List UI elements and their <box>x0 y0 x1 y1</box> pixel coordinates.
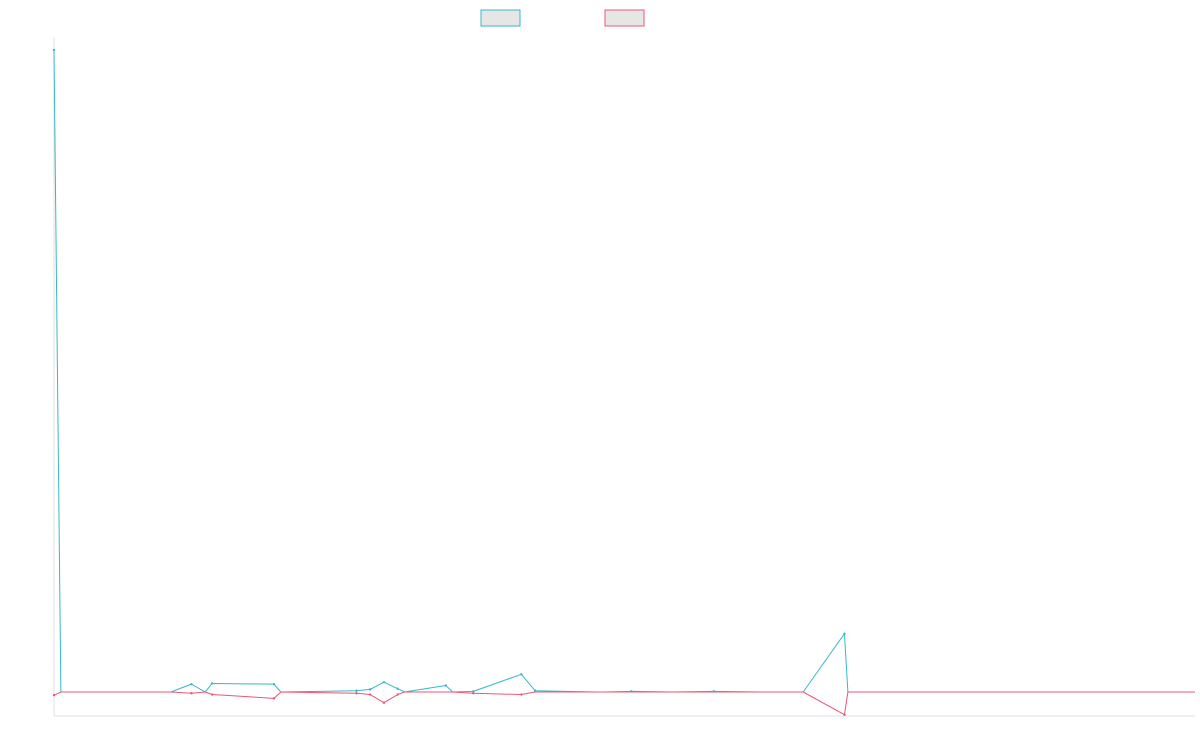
series-1-point <box>444 684 447 687</box>
series-2-point <box>210 693 214 696</box>
series-1-point <box>472 690 475 693</box>
legend-swatch-2 <box>604 9 645 27</box>
series-1-point <box>382 680 386 684</box>
series-1-point <box>843 632 846 635</box>
series-line-1 <box>53 50 1195 693</box>
series-2-point <box>368 693 372 696</box>
series-2-point <box>52 693 56 697</box>
series-1-point <box>533 689 537 692</box>
series-1-point <box>190 682 193 686</box>
series-2-point <box>272 697 276 700</box>
series-2-point <box>472 692 475 695</box>
series-1-point <box>210 682 214 685</box>
series-2-point <box>520 693 523 696</box>
series-2-point <box>396 693 399 696</box>
series-2-point <box>843 713 846 716</box>
series-2-point <box>382 701 386 704</box>
series-1-point <box>520 673 523 676</box>
legend-swatch-1 <box>480 9 521 27</box>
series-1-point <box>52 48 56 52</box>
series-2-point <box>190 692 193 695</box>
series-1-point <box>272 682 276 686</box>
series-1-point <box>355 689 358 692</box>
series-2-point <box>355 692 358 695</box>
series-1-point <box>396 687 399 690</box>
series-1-point <box>368 688 372 691</box>
series-line-2 <box>53 691 1195 716</box>
